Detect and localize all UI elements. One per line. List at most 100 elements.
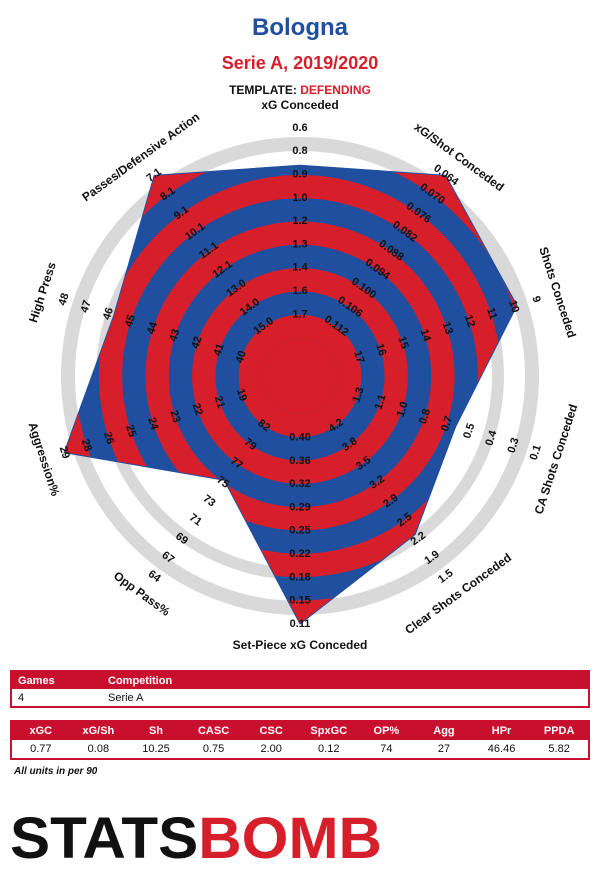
stats-value-cell: 10.25 [142,743,170,755]
stats-header-cell: PPDA [543,725,575,737]
competition-value: Serie A [108,691,144,704]
stats-value-cell: 27 [437,743,451,755]
radar-tick-label: 0.32 [289,478,310,490]
radar-tick-label: 0.36 [289,455,310,467]
radar-tick-label: 0.4 [483,428,499,447]
radar-tick-label: 11 [484,306,499,321]
radar-tick-label: 29 [57,445,72,460]
radar-tick-label: 1.2 [292,215,307,227]
radar-tick-label: 0.22 [289,548,310,560]
radar-tick-label: 1.3 [292,238,307,250]
radar-rings-red [63,164,518,625]
radar-tick-label: 9 [529,295,542,305]
stats-header-cell: SpxGC [310,725,348,737]
radar-tick-label: 0.29 [289,501,310,513]
radar-tick-label: 22 [190,402,205,417]
radar-tick-label: 82 [255,417,272,434]
stats-table-row: 0.77 0.08 10.25 0.75 2.00 0.12 74 27 46.… [12,740,588,758]
radar-tick-label: 15 [395,335,410,350]
stats-value-cell: 0.08 [87,743,110,755]
stats-value-cell: 5.82 [548,743,570,755]
radar-axis-label: Opp Pass% [111,569,173,619]
radar-tick-label: 14 [418,328,433,344]
games-header: Games [18,674,55,687]
radar-tick-label: 47 [79,299,94,314]
radar-tick-label: 21 [212,394,227,409]
radar-tick-label: 24 [145,416,160,432]
radar-tick-label: 40 [234,349,249,364]
stats-header-cell: xGC [29,725,53,737]
radar-tick-label: 0.9 [292,169,307,181]
radar-tick-label: 48 [56,292,71,307]
radar-polygon [63,164,518,625]
stats-header-cell: CASC [197,725,230,737]
page-title: Bologna [252,14,348,41]
radar-chart: 0.60.80.91.01.21.31.41.61.70.0640.0700.0… [25,98,580,652]
stats-value-cell: 0.77 [30,743,52,755]
stats-header-cell: Sh [148,725,164,737]
radar-tick-label: 0.11 [290,618,311,630]
stats-value-cell: 46.46 [487,743,516,755]
radar-tick-label: 67 [159,549,176,566]
radar-axis-label: High Press [26,260,59,324]
radar-tick-label: 1.0 [395,400,411,418]
template-label: TEMPLATE: [229,83,297,97]
radar-tick-label: 73 [201,493,218,510]
radar-tick-label: 45 [123,313,138,328]
radar-tick-label: 12 [462,313,477,328]
template-line: TEMPLATE: DEFENDING [0,83,600,97]
radar-tick-label: 75 [214,474,231,491]
radar-tick-label: 0.3 [506,436,522,454]
radar-tick-label: 64 [146,568,164,585]
radar-tick-label: 25 [123,423,138,438]
radar-axis-label: Shots Conceded [536,245,579,339]
radar-tick-label: 10 [506,299,521,314]
radar-tick-label: 1.7 [292,308,307,320]
stats-header-cell: xG/Sh [82,725,115,737]
radar-axis-label: Set-Piece xG Conceded [233,638,368,652]
logo-stats: STATS [10,808,198,868]
radar-axis-label: xG Conceded [261,98,338,112]
games-table-header: Games Competition [12,672,588,689]
radar-tick-label: 28 [79,438,94,453]
radar-axis-label: Clear Shots Conceded [402,550,514,637]
stats-header-cell: OP% [373,725,400,737]
page-subtitle: Serie A, 2019/2020 [221,53,379,73]
radar-tick-label: 0.8 [417,407,433,425]
stats-header-cell: Agg [433,725,455,737]
stats-header-cell: HPr [491,725,512,737]
radar-tick-label: 0.5 [461,422,477,440]
radar-tick-label: 43 [167,328,182,343]
stats-table-header: xGC xG/Sh Sh CASC CSC SpxGC OP% Agg HPr … [12,722,588,740]
radar-tick-label: 0.18 [289,571,310,583]
radar-tick-label: 79 [242,436,259,453]
radar-tick-label: 0.40 [289,432,310,444]
radar-center [262,338,338,414]
radar-tick-label: 1.3 [350,386,366,404]
radar-tick-label: 1.1 [373,393,389,411]
radar-tick-label: 23 [167,409,182,424]
radar-tick-label: 16 [373,342,388,357]
radar-tick-label: 1.4 [292,262,308,274]
radar-tick-label: 44 [145,320,160,336]
games-table: Games Competition 4 Serie A [10,670,590,708]
stats-value-cell: 2.00 [260,743,282,755]
logo-bomb: BOMB [198,808,382,868]
radar-tick-label: 46 [101,306,116,321]
statsbomb-logo: STATS BOMB [10,808,382,868]
template-value: DEFENDING [300,83,371,97]
radar-tick-label: 17 [351,349,366,364]
stats-table: xGC xG/Sh Sh CASC CSC SpxGC OP% Agg HPr … [10,720,590,760]
competition-header: Competition [108,674,173,687]
games-table-row: 4 Serie A [12,689,588,706]
radar-tick-label: 42 [189,335,204,350]
radar-tick-label: 0.1 [528,443,544,461]
radar-tick-label: 26 [101,430,116,445]
radar-tick-label: 69 [173,530,190,547]
radar-tick-label: 1.6 [292,285,307,297]
stats-value-cell: 74 [380,743,393,755]
radar-tick-label: 77 [228,455,245,472]
units-footnote: All units in per 90 [14,766,98,777]
stats-header-cell: CSC [259,725,283,737]
